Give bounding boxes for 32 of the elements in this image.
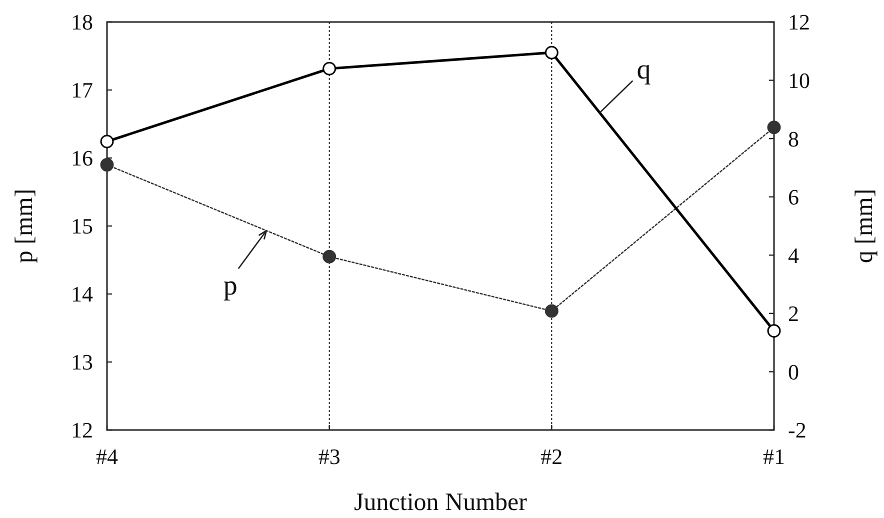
series-label: p (223, 270, 238, 302)
point (322, 250, 336, 264)
point (767, 324, 781, 338)
y-axis-title: p [mm] (11, 188, 38, 264)
point (767, 120, 781, 134)
y2-tick-label: 4 (788, 242, 799, 268)
y2-tick-label: 10 (788, 68, 810, 93)
y2-tick-label: 8 (788, 126, 799, 152)
y-tick-label: 17 (71, 78, 93, 103)
point (100, 134, 114, 148)
y2-axis-title: q [mm] (851, 188, 878, 264)
x-axis-title: Junction Number (354, 489, 528, 516)
y2-tick-label: 0 (788, 359, 799, 384)
point (544, 304, 558, 318)
y2-tick-label: 12 (788, 10, 810, 35)
x-tick-label: #1 (763, 444, 785, 469)
y2-tick-label: 2 (788, 301, 799, 326)
x-tick-label: #4 (96, 444, 118, 469)
y2-tick-label: -2 (788, 418, 806, 443)
y-tick-label: 12 (71, 418, 93, 443)
series-label: q (636, 54, 651, 86)
y-tick-label: 18 (71, 10, 93, 35)
y-tick-label: 16 (71, 146, 93, 171)
x-tick-label: #2 (540, 444, 563, 469)
y2-tick-label: 6 (788, 184, 799, 210)
x-tick-label: #3 (318, 444, 340, 469)
y-tick-label: 13 (71, 350, 93, 375)
y-tick-label: 15 (71, 214, 93, 239)
y-tick-label: 14 (71, 282, 93, 307)
point (322, 62, 336, 76)
point (100, 158, 114, 172)
point (544, 46, 558, 60)
